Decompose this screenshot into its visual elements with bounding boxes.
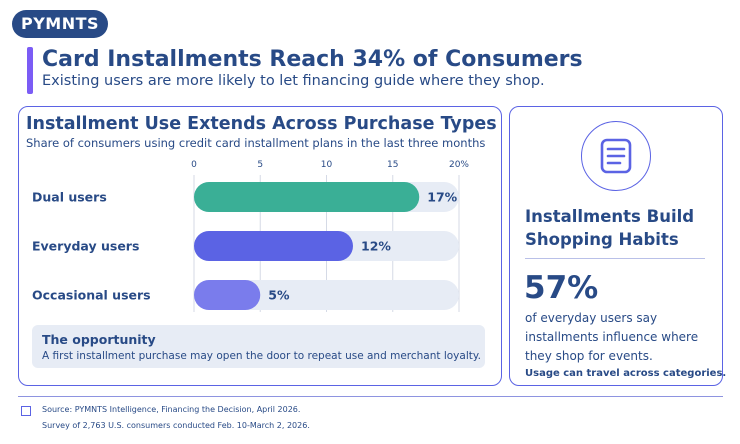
square-icon [21,406,31,416]
data-label: 17% [427,190,457,205]
tick-label: 5 [257,160,263,170]
source-note: Source: PYMNTS Intelligence, Financing t… [42,405,301,414]
category-label: Dual users [32,190,107,205]
data-label: 5% [268,288,290,303]
bar-track [194,280,459,310]
data-label: 12% [361,239,391,254]
category-label: Everyday users [32,239,139,254]
bar [194,231,353,261]
bar [194,182,420,212]
chart-subtitle: Share of consumers using credit card ins… [26,136,486,150]
side-divider [525,258,705,259]
document-icon [581,121,651,191]
side-title: Installments Build Shopping Habits [525,207,695,249]
brand-logo: PYMNTS [12,10,108,38]
opportunity-title: The opportunity [42,332,156,347]
tick-label: 20% [449,160,469,170]
opportunity-box: The opportunity A first installment purc… [32,325,485,368]
bar-chart: 0 5 10 15 20% Dual users 17% Everyday users 12% O… [32,160,469,312]
tick-label: 10 [321,160,333,170]
side-stat: 57% [524,270,599,306]
chart-title: Installment Use Extends Across Purchase … [26,114,497,134]
tick-label: 0 [191,160,197,170]
page-title: Card Installments Reach 34% of Consumers [42,47,583,72]
side-note: Usage can travel across categories. [525,368,727,379]
survey-note: Survey of 2,763 U.S. consumers conducted… [42,421,310,430]
page-subtitle: Existing users are more likely to let fi… [42,73,545,89]
category-label: Occasional users [32,288,151,303]
footer-divider [18,396,723,397]
title-accent-bar [27,47,33,94]
side-text: of everyday users say installments influ… [525,311,699,363]
bar [194,280,261,310]
opportunity-text: A first installment purchase may open th… [42,350,481,362]
tick-label: 15 [387,160,398,170]
